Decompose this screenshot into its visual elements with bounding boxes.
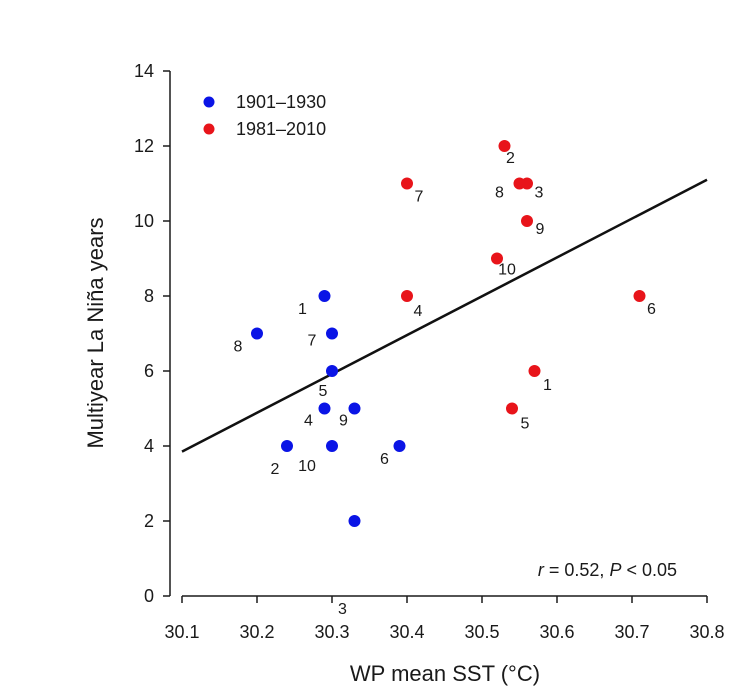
data-point <box>633 290 646 302</box>
data-point <box>281 440 293 452</box>
data-point <box>326 327 338 340</box>
x-tick-label: 30.3 <box>314 622 349 642</box>
r-symbol: r <box>538 560 545 580</box>
y-tick-label: 4 <box>144 436 154 456</box>
data-point <box>506 402 518 415</box>
data-point <box>318 290 331 302</box>
data-point-label: 8 <box>234 339 243 356</box>
p-text: < 0.05 <box>621 560 677 580</box>
data-point <box>521 215 533 227</box>
data-point-label: 8 <box>495 185 504 202</box>
data-point <box>326 365 338 377</box>
legend-marker <box>203 96 215 108</box>
p-symbol: P <box>609 560 621 580</box>
data-point <box>498 140 511 152</box>
data-point <box>401 177 413 190</box>
data-point <box>326 440 338 452</box>
data-point-label: 2 <box>506 150 515 167</box>
data-point-label: 5 <box>319 383 328 400</box>
data-point-label: 3 <box>535 185 544 202</box>
data-point-label: 4 <box>414 303 423 320</box>
legend: 1901–1930 1981–2010 <box>203 92 326 139</box>
y-tick-label: 10 <box>134 211 154 231</box>
data-point-label: 5 <box>521 416 530 433</box>
data-point-label: 9 <box>536 221 545 238</box>
regression-line-group <box>181 178 708 453</box>
data-point-label: 1 <box>298 301 307 318</box>
data-point <box>348 515 361 527</box>
data-point-label: 7 <box>308 333 317 350</box>
y-tick-label: 12 <box>134 136 154 156</box>
axes: 30.1 30.2 30.3 30.4 30.5 30.6 30.7 30.8 0 2 4 6 8 10 1… <box>134 61 725 642</box>
y-axis-title: Multiyear La Niña years <box>83 217 108 448</box>
data-point-label: 6 <box>380 451 389 468</box>
x-tick-label: 30.5 <box>464 622 499 642</box>
data-point-label: 4 <box>304 413 313 430</box>
data-point <box>393 440 406 452</box>
data-point <box>491 252 503 265</box>
data-point-label: 2 <box>271 461 280 478</box>
x-axis-title: WP mean SST (°C) <box>350 661 540 686</box>
legend-label: 1981–2010 <box>236 119 326 139</box>
y-tick-label: 14 <box>134 61 154 81</box>
data-point <box>348 402 361 415</box>
y-tick-label: 2 <box>144 511 154 531</box>
data-point <box>318 402 331 415</box>
data-point <box>528 365 541 377</box>
x-tick-label: 30.1 <box>164 622 199 642</box>
x-tick-label: 30.6 <box>539 622 574 642</box>
y-tick-label: 6 <box>144 361 154 381</box>
data-point <box>251 327 263 340</box>
legend-label: 1901–1930 <box>236 92 326 112</box>
y-tick-label: 0 <box>144 586 154 606</box>
y-tick-label: 8 <box>144 286 154 306</box>
data-point <box>401 290 413 302</box>
x-tick-label: 30.8 <box>689 622 724 642</box>
x-tick-label: 30.7 <box>614 622 649 642</box>
r-text: = 0.52, <box>544 560 610 580</box>
data-point <box>513 177 526 190</box>
data-point-label: 10 <box>498 262 516 279</box>
stat-annotation: r = 0.52, P < 0.05 <box>538 560 677 580</box>
data-point-label: 3 <box>338 601 347 618</box>
legend-marker <box>203 123 215 135</box>
data-point-label: 9 <box>339 413 348 430</box>
data-point-label: 1 <box>543 377 552 394</box>
x-tick-label: 30.2 <box>239 622 274 642</box>
regression-line <box>181 178 708 453</box>
data-point-label: 6 <box>647 301 656 318</box>
x-tick-label: 30.4 <box>389 622 424 642</box>
data-point-label: 7 <box>415 189 424 206</box>
data-point-label: 10 <box>298 458 316 475</box>
